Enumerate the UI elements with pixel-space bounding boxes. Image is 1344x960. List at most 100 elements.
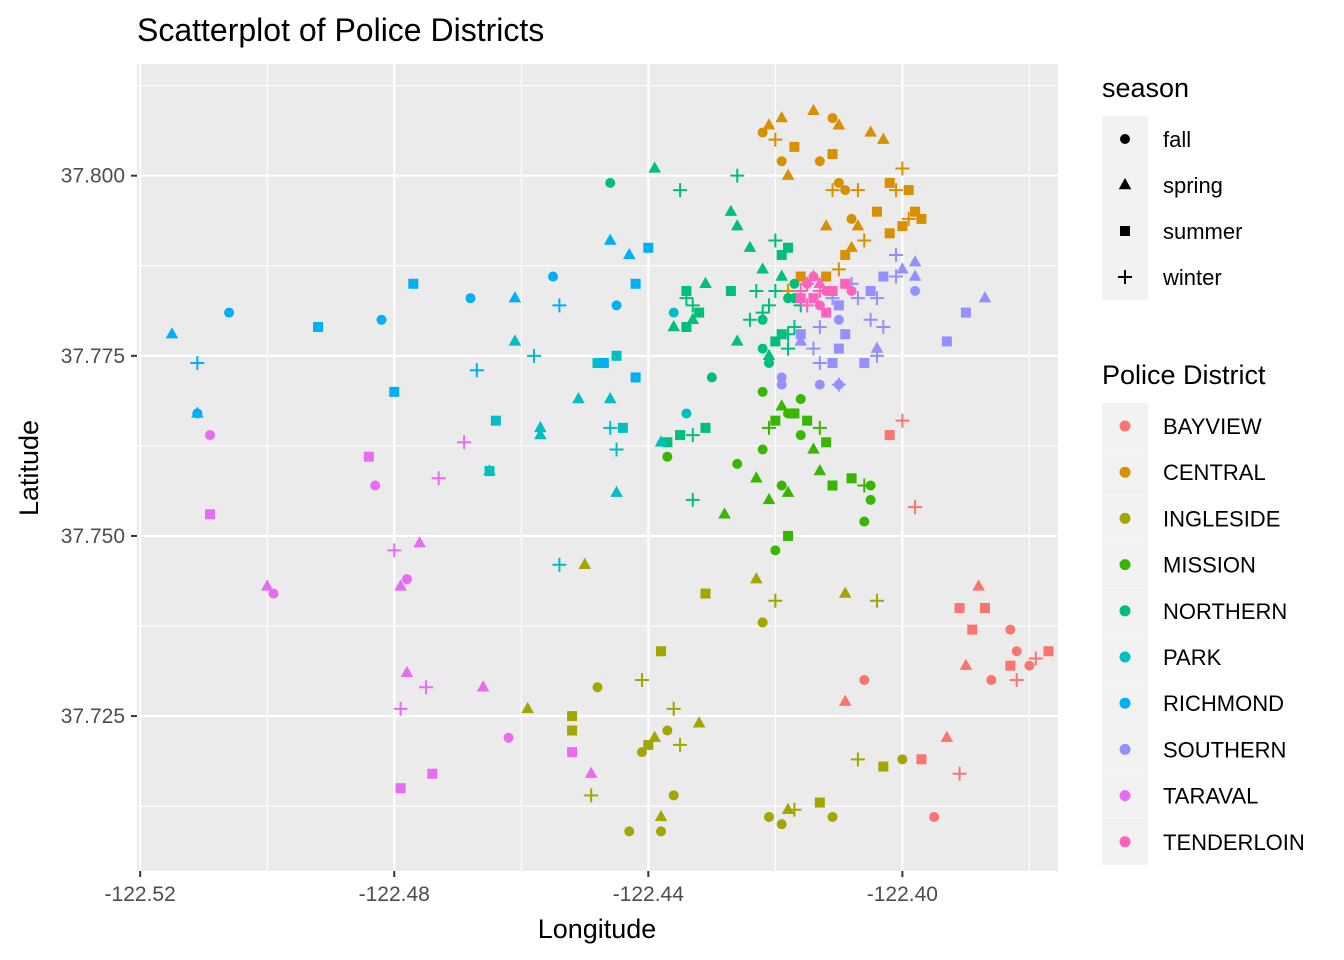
- data-point: [756, 262, 769, 274]
- data-point: [795, 430, 806, 441]
- data-point: [700, 422, 711, 433]
- data-point: [427, 768, 438, 779]
- data-points: [165, 103, 1054, 837]
- data-point: [762, 118, 776, 130]
- data-point: [534, 428, 547, 440]
- data-point: [827, 149, 838, 160]
- data-point: [685, 492, 700, 507]
- data-point: [192, 408, 203, 419]
- season-legend-label: fall: [1163, 127, 1191, 152]
- data-point: [775, 399, 788, 411]
- y-tick-label: 37.800: [61, 165, 125, 188]
- data-point: [394, 579, 407, 591]
- data-point: [833, 177, 844, 188]
- data-point: [400, 665, 414, 678]
- district-legend-label: CENTRAL: [1163, 460, 1266, 485]
- data-point: [831, 262, 846, 277]
- season-legend-label: winter: [1162, 265, 1222, 290]
- data-point: [675, 430, 686, 441]
- data-point: [725, 285, 736, 296]
- data-point: [419, 680, 434, 695]
- data-point: [617, 422, 628, 433]
- data-point: [662, 437, 673, 448]
- data-point: [884, 177, 895, 188]
- data-point: [205, 430, 216, 441]
- district-legend-label: TARAVAL: [1163, 784, 1258, 809]
- data-point: [800, 298, 815, 313]
- data-point: [877, 132, 890, 144]
- y-tick-label: 37.750: [61, 525, 125, 548]
- data-point: [864, 125, 877, 137]
- data-point: [205, 509, 216, 520]
- data-point: [700, 588, 711, 599]
- data-point: [910, 285, 921, 296]
- data-point: [901, 211, 916, 226]
- data-point: [567, 725, 578, 736]
- data-point: [776, 249, 787, 260]
- data-point: [833, 343, 844, 354]
- data-point: [857, 233, 872, 248]
- data-point: [313, 321, 324, 332]
- legend-key-dot: [1119, 420, 1131, 432]
- data-point: [1024, 660, 1035, 671]
- y-axis-title: Latitude: [14, 420, 44, 516]
- data-point: [761, 298, 776, 313]
- police-district-legend-title: Police District: [1102, 360, 1266, 390]
- data-point: [959, 658, 973, 670]
- data-point: [673, 183, 688, 198]
- data-point: [776, 372, 787, 383]
- y-tick-label: 37.775: [61, 345, 125, 368]
- data-point: [838, 694, 852, 706]
- legend-key-triangle: [1118, 178, 1132, 190]
- legend-key-dot: [1119, 651, 1131, 663]
- data-point: [897, 754, 908, 765]
- data-point: [770, 415, 781, 426]
- data-point: [768, 593, 783, 608]
- data-point: [833, 379, 844, 390]
- data-point: [802, 415, 813, 426]
- data-point: [845, 240, 858, 252]
- data-point: [431, 471, 446, 486]
- data-point: [787, 319, 802, 334]
- data-point: [954, 603, 965, 614]
- season-legend-label: summer: [1163, 219, 1242, 244]
- data-point: [648, 730, 661, 742]
- police-district-legend: Police District BAYVIEW CENTRAL INGLESIDE M…: [1102, 360, 1305, 865]
- data-point: [916, 213, 927, 224]
- data-point: [814, 156, 825, 167]
- data-point: [821, 437, 832, 448]
- data-point: [770, 545, 781, 556]
- data-point: [889, 247, 904, 262]
- data-point: [768, 283, 783, 298]
- legend-key-dot: [1119, 605, 1131, 617]
- data-point: [865, 480, 876, 491]
- data-point: [408, 278, 419, 289]
- data-point: [483, 464, 496, 476]
- data-point: [413, 536, 426, 548]
- data-point: [686, 312, 700, 324]
- legend-key-dot: [1119, 790, 1131, 802]
- data-point: [749, 283, 764, 298]
- data-point: [859, 516, 870, 527]
- data-point: [724, 204, 738, 216]
- data-point: [781, 802, 795, 814]
- data-point: [812, 319, 827, 334]
- data-point: [952, 766, 967, 781]
- data-point: [850, 752, 865, 767]
- data-point: [859, 358, 870, 369]
- data-point: [929, 811, 940, 822]
- district-legend-label: RICHMOND: [1163, 691, 1284, 716]
- gridlines: [137, 64, 1058, 871]
- y-axis: 37.725 37.750 37.775 37.800: [61, 165, 137, 728]
- legend-key-dot: [1119, 512, 1131, 524]
- x-tick-label: -122.44: [613, 883, 685, 906]
- data-point: [869, 593, 884, 608]
- data-point: [884, 228, 895, 239]
- data-point: [869, 291, 884, 306]
- data-point: [730, 219, 744, 231]
- data-point: [807, 269, 820, 281]
- data-point: [389, 386, 400, 397]
- data-point: [878, 271, 889, 282]
- data-point: [685, 298, 700, 313]
